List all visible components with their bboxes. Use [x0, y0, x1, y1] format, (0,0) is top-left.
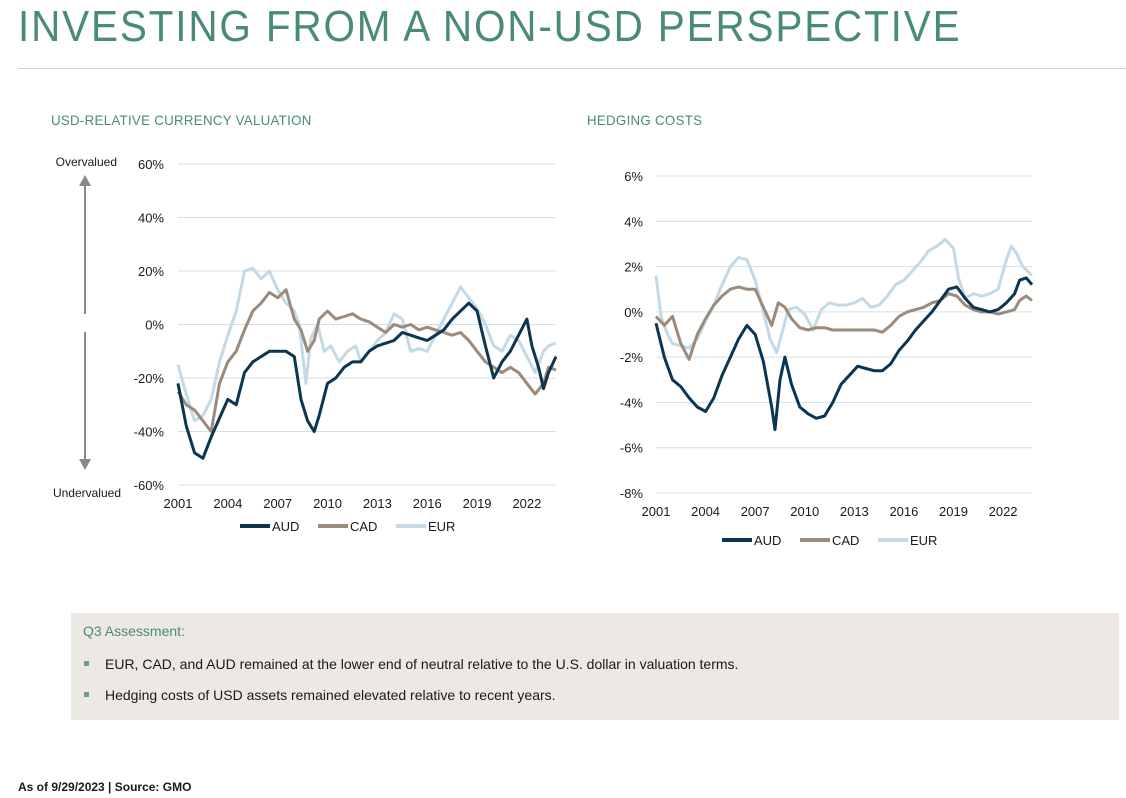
y-tick-label: 0% [624, 305, 643, 320]
assessment-bullet-text: EUR, CAD, and AUD remained at the lower … [105, 656, 739, 672]
y-tick-label: 60% [138, 157, 164, 172]
bullet-square-icon [84, 692, 89, 697]
assessment-bullet: EUR, CAD, and AUD remained at the lower … [84, 656, 739, 672]
series-line-eur [176, 266, 557, 423]
x-tick-label: 2016 [889, 504, 918, 519]
x-tick-label: 2022 [512, 496, 541, 511]
legend-label-eur: EUR [910, 533, 937, 548]
series-line-eur [654, 237, 1034, 355]
x-tick-label: 2007 [263, 496, 292, 511]
x-tick-label: 2010 [313, 496, 342, 511]
overvalued-label: Overvalued [56, 155, 117, 169]
up-arrow-icon [79, 175, 91, 186]
legend-label-cad: CAD [350, 519, 377, 534]
source-footer: As of 9/29/2023 | Source: GMO [18, 780, 192, 794]
legend-label-cad: CAD [832, 533, 859, 548]
legend-label-aud: AUD [754, 533, 781, 548]
x-tick-label: 2004 [691, 504, 720, 519]
assessment-title: Q3 Assessment: [83, 623, 185, 639]
series-line-aud [654, 276, 1034, 432]
series-line-aud [176, 301, 558, 460]
legend-label-eur: EUR [428, 519, 455, 534]
x-tick-label: 2013 [363, 496, 392, 511]
series-line-cad [176, 288, 557, 433]
x-tick-label: 2010 [790, 504, 819, 519]
x-tick-label: 2016 [413, 496, 442, 511]
down-arrow-icon [79, 459, 91, 470]
y-tick-label: 4% [624, 214, 643, 229]
y-tick-label: -6% [620, 441, 644, 456]
assessment-panel: Q3 Assessment: EUR, CAD, and AUD remaine… [71, 613, 1119, 720]
assessment-bullet: Hedging costs of USD assets remained ele… [84, 687, 556, 703]
valuation-chart-title: USD-RELATIVE CURRENCY VALUATION [51, 112, 312, 128]
y-tick-label: 0% [145, 318, 164, 333]
y-tick-label: -40% [134, 425, 165, 440]
x-tick-label: 2001 [164, 496, 193, 511]
x-tick-label: 2019 [463, 496, 492, 511]
title-divider [18, 68, 1126, 69]
y-tick-label: 6% [624, 169, 643, 184]
page-title: INVESTING FROM A NON-USD PERSPECTIVE [18, 2, 962, 51]
y-tick-label: 20% [138, 264, 164, 279]
y-tick-label: -8% [620, 486, 644, 501]
x-tick-label: 2007 [741, 504, 770, 519]
y-tick-label: -4% [620, 395, 644, 410]
x-tick-label: 2019 [939, 504, 968, 519]
x-tick-label: 2004 [213, 496, 242, 511]
hedging-chart-title: HEDGING COSTS [587, 112, 703, 128]
bullet-square-icon [84, 661, 89, 666]
series-line-cad [654, 285, 1033, 361]
y-tick-label: -60% [134, 478, 165, 493]
legend-label-aud: AUD [272, 519, 299, 534]
y-tick-label: 2% [624, 260, 643, 275]
x-tick-label: 2022 [989, 504, 1018, 519]
x-tick-label: 2013 [840, 504, 869, 519]
y-tick-label: 40% [138, 211, 164, 226]
x-tick-label: 2001 [642, 504, 671, 519]
undervalued-label: Undervalued [53, 486, 121, 500]
y-tick-label: -2% [620, 350, 644, 365]
y-tick-label: -20% [134, 371, 165, 386]
assessment-bullet-text: Hedging costs of USD assets remained ele… [105, 687, 556, 703]
